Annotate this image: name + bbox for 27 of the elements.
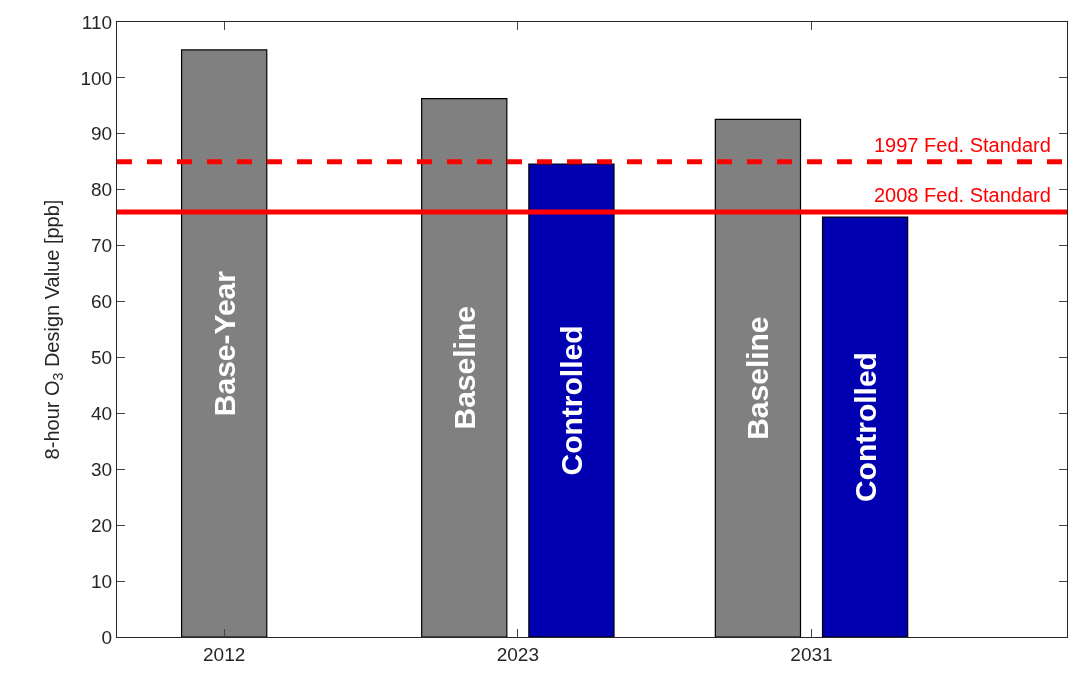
y-tick-label: 50 xyxy=(90,347,113,369)
ref-line-label: 1997 Fed. Standard xyxy=(874,134,1051,156)
y-tick-label: 20 xyxy=(90,514,113,536)
y-tick-label: 60 xyxy=(90,291,113,313)
bar xyxy=(421,98,508,637)
series-label: Baseline xyxy=(741,316,775,440)
x-tick-label: 2031 xyxy=(790,643,833,665)
bar xyxy=(528,163,615,637)
y-tick-label: 0 xyxy=(101,626,113,648)
series-label: Controlled xyxy=(554,325,588,476)
bar xyxy=(821,216,909,637)
y-tick-label: 90 xyxy=(90,123,113,145)
bar xyxy=(181,49,268,637)
ref-line-label: 2008 Fed. Standard xyxy=(874,184,1051,206)
x-tick-label: 2012 xyxy=(203,643,246,665)
bar xyxy=(714,118,802,637)
y-tick-label: 10 xyxy=(90,570,113,592)
x-tick-label: 2023 xyxy=(496,643,539,665)
y-tick-label: 70 xyxy=(90,235,113,257)
y-tick-label: 30 xyxy=(90,458,113,480)
y-tick-label: 80 xyxy=(90,179,113,201)
y-tick-label: 40 xyxy=(90,403,113,425)
text: Controlled xyxy=(848,352,882,503)
series-label: Base-Year xyxy=(207,270,241,417)
y-tick-label: 110 xyxy=(81,11,113,33)
text: Baseline xyxy=(447,306,481,430)
y-tick-label: 100 xyxy=(80,67,113,89)
